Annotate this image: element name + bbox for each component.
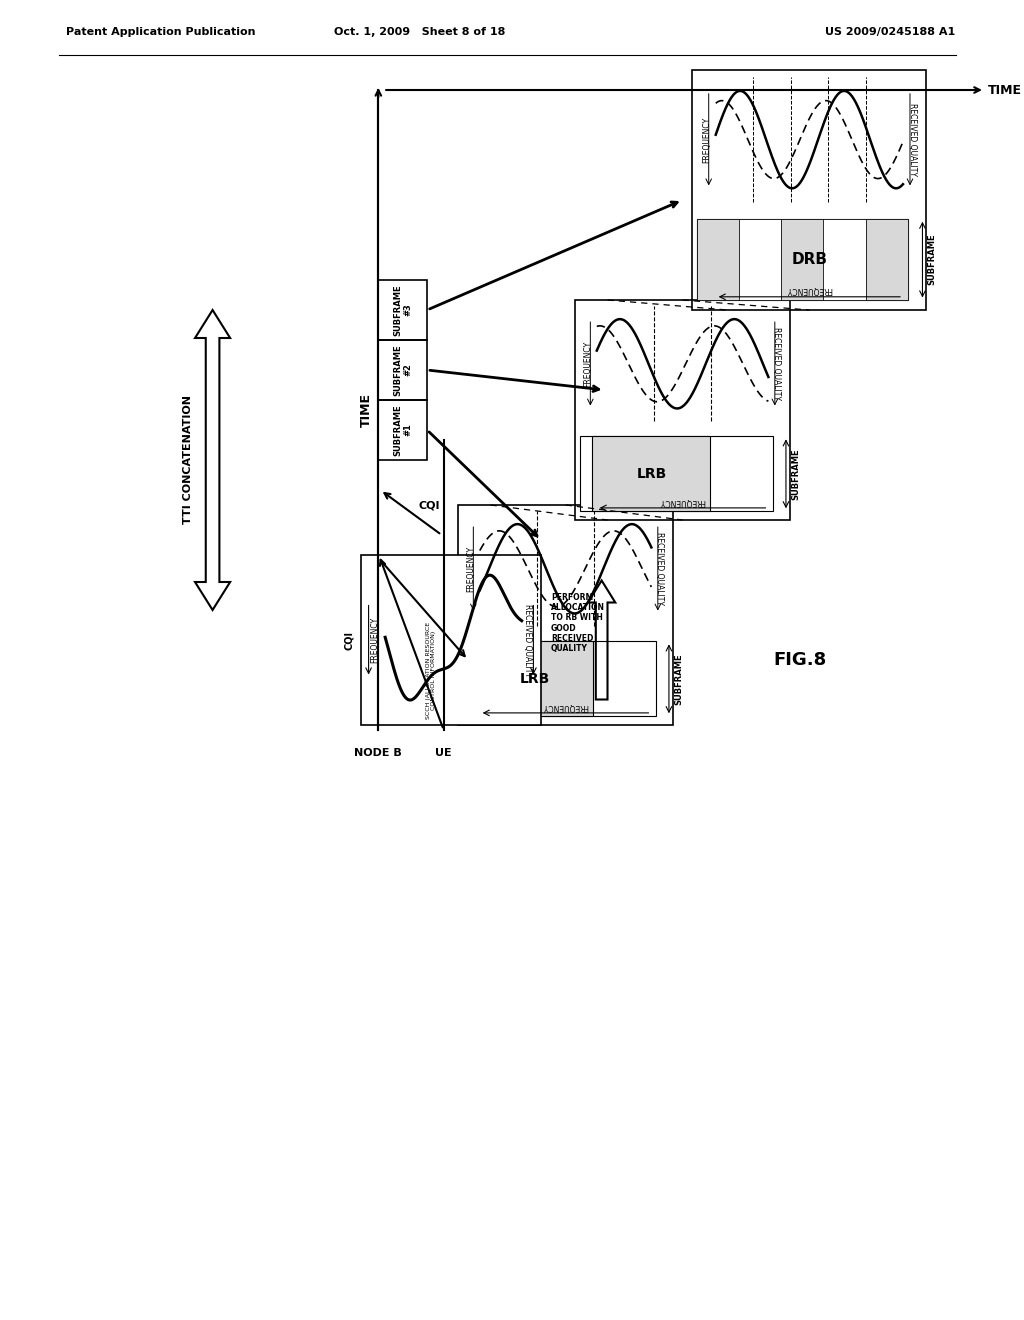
Text: TIME: TIME bbox=[988, 83, 1022, 96]
Bar bbox=[865, 219, 907, 301]
Text: RECEIVED QUALITY: RECEIVED QUALITY bbox=[655, 532, 665, 606]
Bar bbox=[575, 300, 790, 520]
Bar bbox=[580, 437, 773, 511]
Bar bbox=[459, 506, 673, 725]
Text: PERFORM
ALLOCATION
TO RB WITH
GOOD
RECEIVED
QUALITY: PERFORM ALLOCATION TO RB WITH GOOD RECEI… bbox=[551, 593, 605, 653]
Text: SUBFRAME
#1: SUBFRAME #1 bbox=[393, 404, 413, 455]
Text: CQI: CQI bbox=[419, 500, 440, 510]
Text: SUBFRAME: SUBFRAME bbox=[674, 653, 683, 705]
Bar bbox=[378, 280, 427, 341]
Text: FREQUENCY: FREQUENCY bbox=[701, 116, 711, 162]
Text: SUBFRAME
#3: SUBFRAME #3 bbox=[393, 284, 413, 335]
Text: TTI CONCATENATION: TTI CONCATENATION bbox=[183, 396, 194, 524]
Bar bbox=[697, 219, 907, 301]
Bar bbox=[360, 554, 542, 725]
Text: US 2009/0245188 A1: US 2009/0245188 A1 bbox=[825, 26, 955, 37]
Bar bbox=[463, 642, 655, 717]
Text: FREQUENCY: FREQUENCY bbox=[584, 341, 593, 387]
Text: SUBFRAME: SUBFRAME bbox=[928, 234, 937, 285]
Text: FREQUENCY: FREQUENCY bbox=[786, 285, 833, 294]
Bar bbox=[781, 219, 823, 301]
Text: TIME: TIME bbox=[360, 393, 373, 426]
Text: FREQUENCY: FREQUENCY bbox=[467, 545, 476, 591]
Text: RECEIVED QUALITY: RECEIVED QUALITY bbox=[772, 327, 781, 400]
Text: SCCH (ALLOCATION RESOURCE
CONTROL INFORMATION): SCCH (ALLOCATION RESOURCE CONTROL INFORM… bbox=[426, 622, 436, 718]
Text: LRB: LRB bbox=[636, 467, 667, 480]
Text: Patent Application Publication: Patent Application Publication bbox=[67, 26, 256, 37]
Bar bbox=[697, 219, 739, 301]
Text: FIG.8: FIG.8 bbox=[773, 651, 826, 669]
Text: SUBFRAME
#2: SUBFRAME #2 bbox=[393, 345, 413, 396]
Text: NODE B: NODE B bbox=[354, 748, 402, 758]
Bar bbox=[823, 219, 865, 301]
Bar bbox=[475, 642, 594, 717]
Text: CQI: CQI bbox=[344, 631, 354, 649]
Text: FREQUENCY: FREQUENCY bbox=[659, 496, 706, 506]
Text: LRB: LRB bbox=[519, 672, 550, 686]
Text: DRB: DRB bbox=[792, 252, 827, 267]
Text: RECEIVED QUALITY: RECEIVED QUALITY bbox=[908, 103, 916, 176]
Text: RECEIVED QUALITY: RECEIVED QUALITY bbox=[523, 603, 532, 676]
Text: SUBFRAME: SUBFRAME bbox=[792, 447, 800, 499]
Text: UE: UE bbox=[435, 748, 452, 758]
Bar bbox=[378, 400, 427, 459]
Text: FREQUENCY: FREQUENCY bbox=[543, 702, 589, 710]
Bar bbox=[378, 341, 427, 400]
Bar bbox=[593, 437, 711, 511]
Bar bbox=[692, 70, 927, 310]
Bar bbox=[739, 219, 781, 301]
Text: FREQUENCY: FREQUENCY bbox=[370, 616, 379, 663]
Text: Oct. 1, 2009   Sheet 8 of 18: Oct. 1, 2009 Sheet 8 of 18 bbox=[334, 26, 505, 37]
